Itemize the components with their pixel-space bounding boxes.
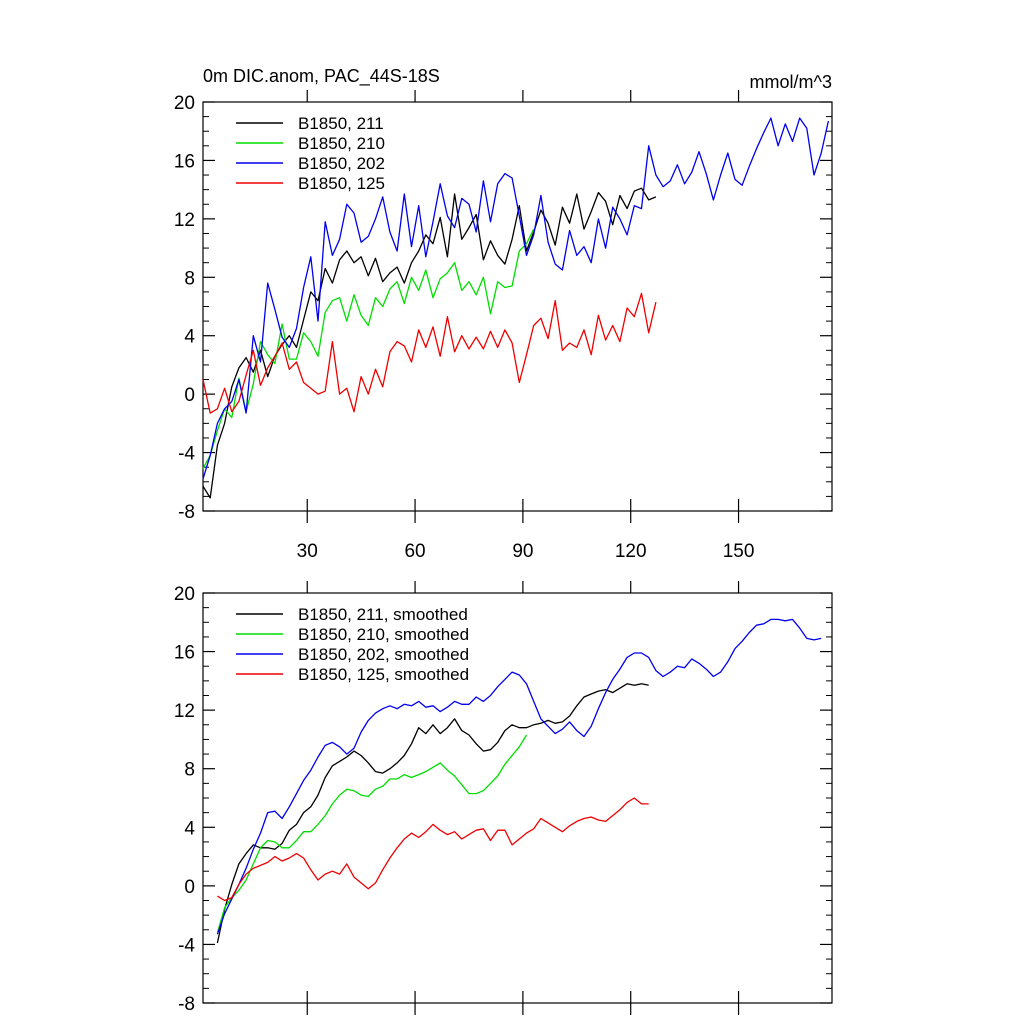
y-tick-label: 20 — [174, 93, 195, 114]
y-tick-label: 8 — [184, 760, 195, 781]
units-label: mmol/m^3 — [750, 72, 832, 92]
x-tick-label: 30 — [297, 541, 318, 562]
y-tick-label: 0 — [184, 385, 195, 406]
x-tick-label: 60 — [404, 541, 425, 562]
y-tick-label: -4 — [178, 935, 195, 956]
series-line-2 — [202, 228, 535, 469]
y-tick-label: -8 — [178, 994, 195, 1015]
legend-label: B1850, 211 — [298, 114, 384, 133]
x-tick-label: 90 — [512, 541, 533, 562]
y-tick-label: 12 — [174, 701, 195, 722]
series-line-3 — [216, 618, 822, 935]
legend-label: B1850, 202, smoothed — [298, 645, 469, 664]
series-line-1 — [216, 683, 649, 944]
y-tick-label: 16 — [174, 151, 195, 172]
y-tick-label: 4 — [184, 327, 195, 348]
y-tick-label: 4 — [184, 818, 195, 839]
series-line-3 — [202, 117, 830, 480]
legend-label: B1850, 210, smoothed — [298, 625, 469, 644]
y-tick-label: 16 — [174, 643, 195, 664]
chart-title: 0m DIC.anom, PAC_44S-18S — [203, 66, 440, 87]
y-tick-label: -8 — [178, 502, 195, 523]
y-tick-label: 0 — [184, 877, 195, 898]
y-tick-label: 12 — [174, 210, 195, 231]
x-tick-label: 150 — [723, 541, 755, 562]
y-tick-label: -4 — [178, 444, 195, 465]
legend-label: B1850, 202 — [298, 154, 385, 173]
series-line-4 — [202, 292, 657, 414]
legend-label: B1850, 210 — [298, 134, 385, 153]
series-line-2 — [216, 734, 528, 933]
legend-label: B1850, 211, smoothed — [298, 605, 468, 624]
y-tick-label: 8 — [184, 268, 195, 289]
legend-label: B1850, 125 — [298, 174, 385, 193]
x-tick-label: 120 — [615, 541, 647, 562]
chart-panel-1: -8 -4 0 4 8 12 16 20 30 60 90 120 150 0m DIC.anom, PA… — [174, 66, 833, 562]
y-tick-label: 20 — [174, 584, 195, 605]
series-line-4 — [217, 797, 649, 902]
legend-label: B1850, 125, smoothed — [298, 665, 469, 684]
